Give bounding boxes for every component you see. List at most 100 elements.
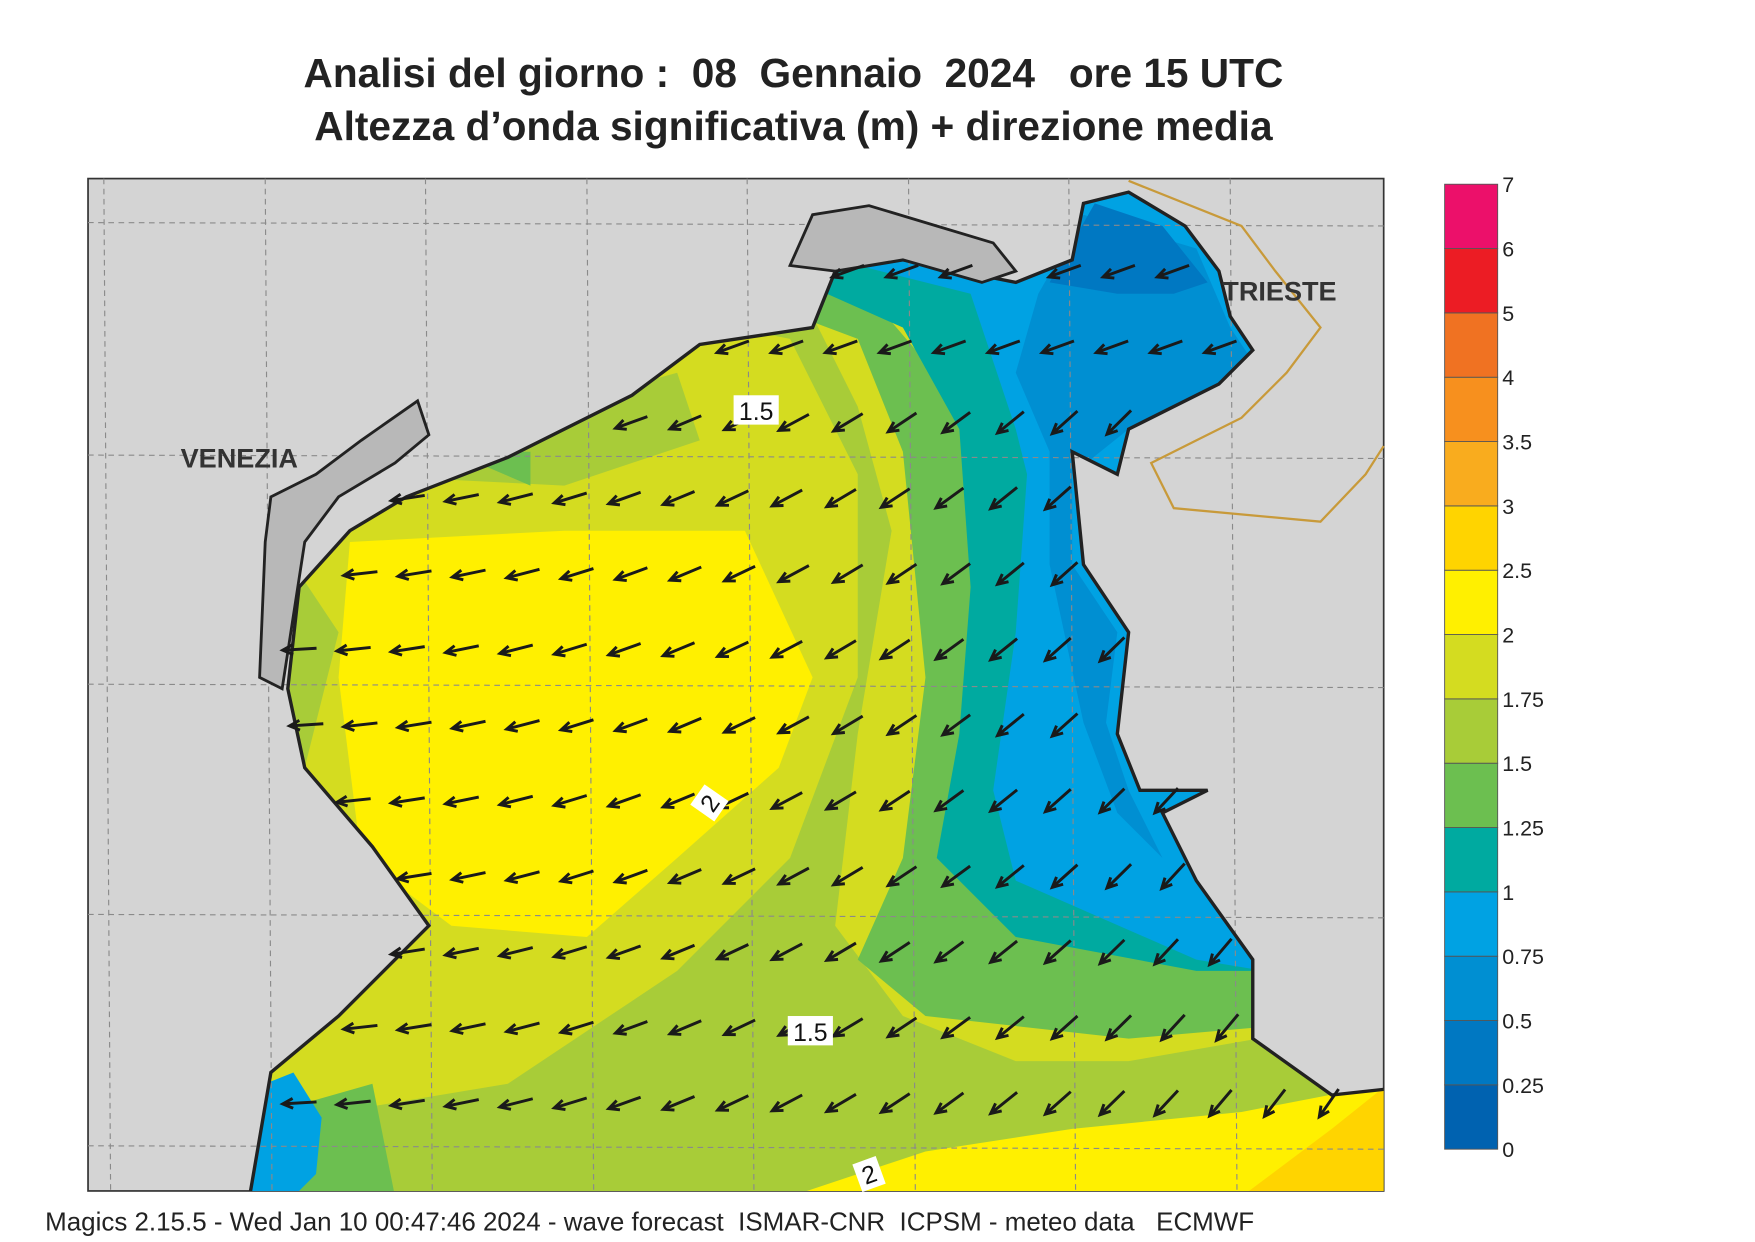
wave-arrow — [988, 939, 1019, 965]
colorbar-label: 3.5 — [1502, 430, 1532, 454]
colorbar-band — [1444, 1020, 1499, 1086]
wave-arrow — [1104, 863, 1133, 891]
wave-arrow — [1159, 862, 1186, 891]
wave-arrow — [612, 566, 648, 582]
wave-arrow — [933, 486, 965, 510]
graticule-line — [264, 178, 273, 1191]
wave-arrow — [830, 563, 864, 585]
wave-arrow — [1104, 409, 1133, 437]
wave-arrow — [937, 263, 973, 280]
contour-label-box: 1.5 — [733, 395, 779, 426]
zone-0-25 — [1049, 203, 1208, 294]
wave-arrow — [442, 946, 480, 960]
wave-arrow — [830, 714, 864, 736]
wave-arrow — [823, 639, 857, 660]
wave-arrow — [769, 791, 803, 810]
wave-arrow — [387, 644, 425, 657]
wave-arrow — [612, 868, 648, 885]
wave-arrow — [933, 638, 965, 662]
wave-arrow — [394, 568, 432, 581]
wave-arrow — [776, 866, 810, 886]
colorbar-label: 5 — [1502, 302, 1514, 326]
wave-arrow — [1042, 939, 1072, 966]
wave-arrow — [660, 1095, 696, 1112]
wave-arrow — [286, 719, 324, 732]
wave-arrow — [442, 795, 480, 809]
wave-arrow — [496, 794, 534, 809]
wave-arrow — [1049, 561, 1079, 588]
graticule-line — [1229, 178, 1238, 1191]
wave-arrow — [823, 488, 857, 509]
wave-arrow — [721, 1018, 756, 1037]
wave-arrow — [496, 643, 534, 658]
wave-arrow — [551, 642, 588, 658]
wave-arrow — [940, 411, 971, 435]
wave-arrow — [660, 943, 696, 961]
wave-arrow — [876, 339, 912, 356]
wave-arrow — [994, 410, 1025, 436]
wave-arrow — [557, 567, 594, 582]
zone-2 — [338, 530, 1384, 1191]
wave-arrow — [933, 940, 965, 964]
wave-arrow — [1152, 787, 1180, 816]
wave-arrow — [823, 790, 857, 811]
wave-arrow — [496, 1097, 534, 1111]
wave-arrow — [1042, 636, 1072, 663]
wave-arrow — [1262, 1088, 1287, 1120]
wave-arrow — [442, 1098, 480, 1111]
wave-arrow — [1154, 263, 1190, 280]
wave-arrow — [1207, 1089, 1233, 1119]
colorbar-label: 1.5 — [1502, 752, 1532, 776]
colorbar-label: 4 — [1502, 366, 1514, 390]
wave-arrow — [340, 1021, 378, 1035]
contour-label-box: 1.5 — [787, 1016, 833, 1047]
wave-arrow — [940, 1016, 971, 1040]
wave-arrow — [340, 719, 378, 732]
wave-arrow — [988, 637, 1019, 662]
wave-arrow — [1214, 1013, 1240, 1043]
wave-arrow — [1042, 485, 1072, 512]
wave-arrow — [557, 869, 594, 885]
title: Analisi del giorno : 08 Gennaio 2024 ore… — [304, 50, 1284, 96]
place-label: TRIESTE — [1222, 275, 1336, 306]
wave-arrow — [605, 1095, 642, 1112]
wave-arrow — [994, 713, 1025, 738]
wave-arrow — [1097, 938, 1126, 966]
wave-arrow — [279, 643, 317, 656]
wave-arrow — [1207, 937, 1233, 968]
colorbar-label: 1.25 — [1502, 816, 1544, 840]
wave-arrow — [1042, 1090, 1072, 1117]
zone-1-25 — [270, 282, 1384, 1191]
wave-arrow — [449, 568, 486, 582]
wave-arrow — [387, 1097, 425, 1111]
wave-arrow — [394, 1022, 432, 1035]
wave-arrow — [1093, 339, 1129, 356]
wave-arrow — [551, 794, 588, 809]
wave-arrow — [883, 263, 919, 280]
colorbar-label: 6 — [1502, 237, 1514, 261]
wave-arrow — [1147, 339, 1183, 356]
wave-arrow — [496, 492, 534, 506]
colorbar-band — [1444, 505, 1499, 571]
wave-arrow — [442, 493, 480, 506]
colorbar-band — [1444, 891, 1499, 957]
wave-arrow — [769, 1093, 803, 1113]
wave-arrow — [666, 1019, 702, 1036]
wave-arrow — [933, 1091, 965, 1115]
wave-arrow — [333, 1097, 371, 1110]
colorbar: 0 0.25 0.5 0.75 1 1.25 1.5 1.75 2 2.5 3 3.5 4 5 6 7 — [1444, 173, 1544, 1162]
wave-arrow — [933, 789, 965, 813]
colorbar-label: 3 — [1502, 495, 1514, 519]
colorbar-band — [1444, 569, 1499, 635]
wave-arrow — [1045, 263, 1082, 280]
wave-arrow — [666, 868, 702, 885]
wave-arrow — [885, 562, 918, 585]
graticule-line — [103, 178, 112, 1191]
wave-arrow — [387, 492, 425, 506]
wave-arrow — [830, 866, 864, 887]
wave-arrow — [1201, 339, 1237, 356]
wave-arrow — [721, 867, 756, 885]
contour-label: 1.5 — [739, 399, 774, 426]
wave-arrow — [1159, 1013, 1186, 1043]
